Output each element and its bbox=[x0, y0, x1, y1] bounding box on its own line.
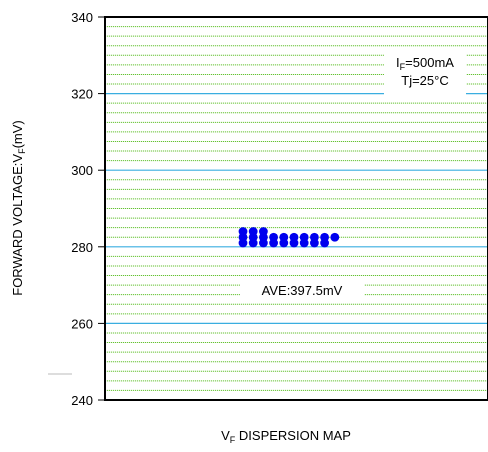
y-tick-label: 300 bbox=[71, 163, 93, 178]
data-point bbox=[330, 232, 340, 242]
data-point bbox=[259, 238, 268, 248]
data-point bbox=[289, 238, 299, 248]
y-axis-ticks: 240 260 280 300 320 340 bbox=[71, 10, 105, 408]
condition-temperature: Tj=25°C bbox=[401, 73, 448, 88]
y-tick-label: 240 bbox=[71, 393, 93, 408]
y-tick-label: 260 bbox=[71, 316, 93, 331]
y-tick-label: 340 bbox=[71, 10, 93, 25]
x-axis-title: VF DISPERSION MAP bbox=[221, 428, 351, 445]
y-axis-title: FORWARD VOLTAGE:VF(mV) bbox=[10, 120, 27, 296]
data-point bbox=[310, 238, 319, 248]
y-tick-label: 320 bbox=[71, 87, 93, 102]
y-tick-label: 280 bbox=[71, 240, 93, 255]
data-point bbox=[238, 238, 248, 248]
average-label-box bbox=[240, 278, 364, 302]
data-point bbox=[269, 238, 278, 248]
data-point bbox=[279, 238, 289, 248]
data-points bbox=[238, 227, 340, 248]
data-point bbox=[320, 238, 329, 248]
plot-frame bbox=[104, 16, 488, 401]
average-label: AVE:397.5mV bbox=[262, 283, 343, 298]
data-point bbox=[299, 238, 309, 248]
conditions-box bbox=[384, 48, 466, 98]
condition-current: IF=500mA bbox=[396, 55, 454, 72]
data-point bbox=[248, 238, 258, 248]
